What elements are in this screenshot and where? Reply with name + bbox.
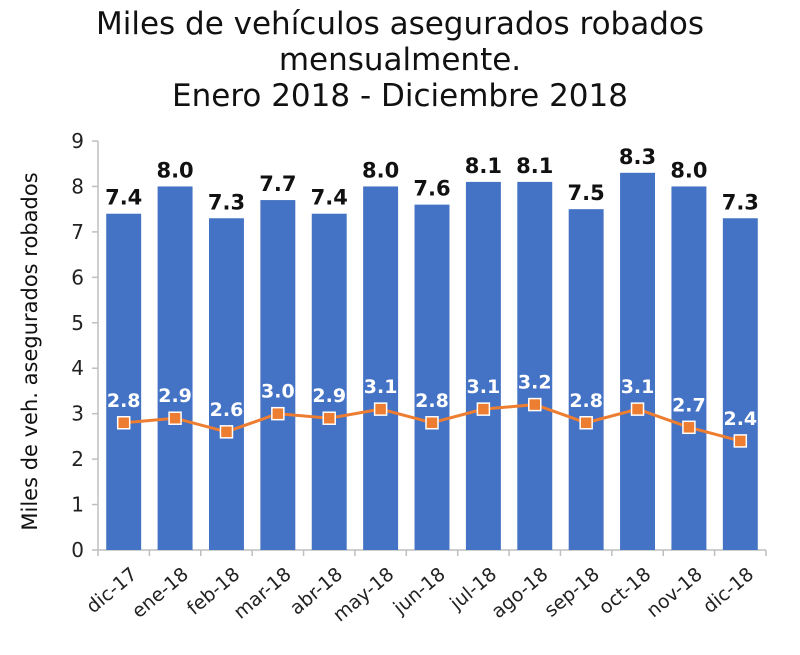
line-point — [579, 416, 593, 430]
line-data-label: 3.1 — [364, 376, 398, 398]
chart-title: Miles de vehículos asegurados robados me… — [0, 6, 800, 114]
line-data-label: 2.6 — [210, 399, 244, 421]
line-point — [476, 402, 491, 416]
bar — [620, 172, 656, 551]
y-tick-label: 9 — [71, 129, 84, 153]
line-data-label: 2.9 — [158, 385, 192, 407]
bar — [157, 186, 193, 550]
line-data-label: 3.1 — [467, 376, 501, 398]
bar — [260, 200, 296, 551]
bar — [208, 218, 244, 550]
line-data-label: 2.7 — [672, 394, 706, 416]
bar-data-label: 8.0 — [362, 158, 399, 182]
y-axis-label: Miles de veh. asegurados robados — [18, 172, 42, 530]
y-tick-label: 3 — [71, 402, 84, 426]
bar-data-label: 8.0 — [670, 158, 707, 182]
x-tick-label: nov-18 — [642, 563, 706, 622]
line-data-label: 2.8 — [415, 390, 449, 412]
line-data-label: 3.1 — [621, 376, 655, 398]
bar-data-label: 7.3 — [208, 190, 245, 214]
y-tick-label: 1 — [71, 493, 84, 517]
bar-data-label: 7.5 — [568, 181, 605, 205]
title-line-2: mensualmente. — [278, 42, 522, 78]
bar-data-label: 7.6 — [413, 177, 450, 201]
line-point — [630, 402, 645, 416]
line-point — [373, 402, 388, 416]
line-data-label: 3.2 — [518, 372, 552, 394]
line-data-label: 2.4 — [723, 408, 757, 430]
line-point — [322, 411, 336, 425]
bar-data-label: 8.1 — [465, 154, 502, 178]
y-tick-label: 2 — [71, 447, 84, 471]
y-tick-label: 8 — [71, 174, 84, 198]
bar — [311, 213, 347, 550]
bar — [414, 204, 450, 550]
bar — [363, 186, 399, 550]
bar-data-label: 8.3 — [619, 145, 656, 169]
x-tick-label: jun-18 — [389, 563, 450, 619]
line-point — [733, 434, 748, 448]
line-point — [682, 420, 696, 435]
y-tick-label: 0 — [71, 538, 84, 562]
x-tick-label: dic-18 — [699, 563, 758, 618]
x-tick-label: mar-18 — [230, 563, 296, 623]
line-data-label: 2.8 — [107, 390, 141, 412]
line-data-label: 2.9 — [312, 385, 346, 407]
line-point — [168, 411, 182, 425]
bar-data-label: 8.0 — [156, 158, 193, 182]
bar — [671, 186, 707, 550]
y-tick-label: 5 — [71, 311, 84, 335]
line-point — [116, 416, 131, 430]
bar — [568, 209, 604, 550]
title-line-3: Enero 2018 - Diciembre 2018 — [172, 78, 628, 114]
line-data-label: 2.8 — [569, 390, 603, 412]
x-tick-label: ago-18 — [487, 563, 552, 623]
bar-data-label: 8.1 — [516, 154, 553, 178]
bar-data-label: 7.4 — [105, 186, 142, 210]
line-point — [219, 425, 234, 439]
x-tick-label: ene-18 — [128, 563, 193, 623]
line-point — [271, 406, 285, 421]
y-tick-label: 4 — [71, 356, 84, 380]
line-data-label: 3.0 — [261, 381, 295, 403]
y-tick-label: 6 — [71, 265, 84, 289]
bar — [722, 218, 758, 550]
title-line-1: Miles de vehículos asegurados robados — [95, 6, 705, 42]
bar — [465, 181, 501, 550]
line-point — [425, 416, 439, 430]
y-tick-label: 7 — [71, 220, 84, 244]
bar — [517, 181, 553, 550]
bar-data-label: 7.3 — [722, 190, 759, 214]
bar-data-label: 7.7 — [259, 172, 296, 196]
bar-data-label: 7.4 — [311, 186, 348, 210]
bar — [106, 213, 142, 550]
x-tick-label: sep-18 — [540, 563, 604, 621]
line-point — [528, 397, 542, 412]
